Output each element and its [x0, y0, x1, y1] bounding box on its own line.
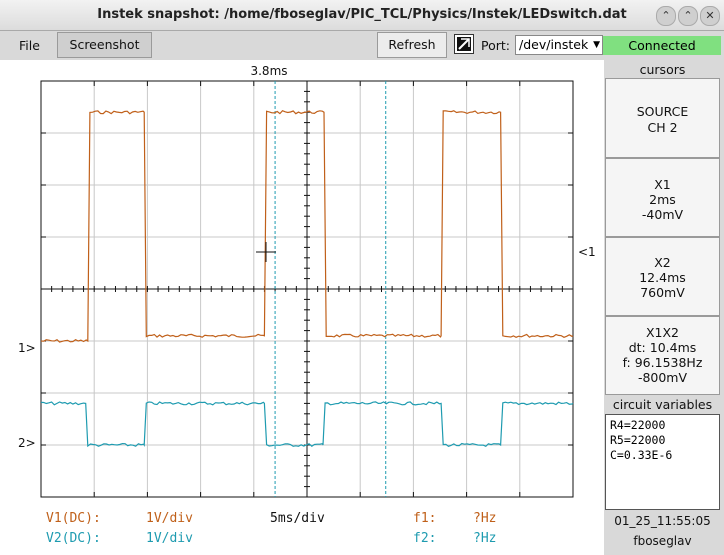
v1-label: V1(DC):: [46, 511, 101, 526]
trace-v2: [40, 401, 574, 448]
f2-value: ?Hz: [473, 531, 497, 546]
v1-scale: 1V/div: [146, 511, 193, 526]
source-panel[interactable]: SOURCE CH 2: [605, 78, 720, 158]
source-value: CH 2: [647, 120, 678, 135]
cursor-time-readout: 3.8ms: [250, 64, 287, 78]
x2-time: 12.4ms: [639, 270, 686, 285]
port-select[interactable]: /dev/instek ▼: [515, 35, 603, 55]
trigger-marker: <1: [578, 245, 596, 259]
ch1-marker: 1>: [18, 341, 36, 355]
window-title: Instek snapshot: /home/fboseglav/PIC_TCL…: [97, 7, 627, 22]
circuit-var-c: C=0.33E-6: [610, 448, 673, 462]
x1x2-panel[interactable]: X1X2 dt: 10.4ms f: 96.1538Hz -800mV: [605, 316, 720, 395]
refresh-button[interactable]: Refresh: [377, 32, 447, 58]
x1-time: 2ms: [649, 192, 676, 207]
cursors-header: cursors: [639, 62, 686, 77]
screenshot-button[interactable]: Screenshot: [57, 32, 152, 58]
x1-volt: -40mV: [641, 207, 684, 222]
menu-bar: File Screenshot Refresh Port: /dev/inste…: [0, 31, 724, 59]
frequency: f: 96.1538Hz: [622, 355, 703, 370]
timebase: 5ms/div: [270, 511, 325, 526]
trace-v1: [40, 109, 574, 343]
maximize-icon[interactable]: ⌃: [678, 6, 698, 26]
v2-scale: 1V/div: [146, 531, 193, 546]
circuit-variables-box[interactable]: R4=22000 R5=22000 C=0.33E-6: [605, 414, 720, 510]
port-value: /dev/instek: [519, 37, 589, 52]
v2-label: V2(DC):: [46, 531, 101, 546]
f2-label: f2:: [413, 531, 437, 546]
scope-display: 3.8ms 1> 2> <1: [0, 60, 604, 508]
timestamp: 01_25_11:55:05: [614, 514, 711, 528]
circuit-var-r4: R4=22000: [610, 418, 666, 432]
pin-icon[interactable]: [454, 34, 474, 54]
channel-readouts: V1(DC): 1V/div 5ms/div f1: ?Hz V2(DC): 1…: [0, 508, 604, 555]
cursor-lines: [274, 81, 387, 497]
user-name: fboseglav: [633, 534, 692, 548]
graticule: [40, 80, 574, 498]
f1-value: ?Hz: [473, 511, 497, 526]
port-label: Port:: [481, 38, 510, 53]
x2-panel[interactable]: X2 12.4ms 760mV: [605, 237, 720, 316]
traces: [40, 109, 574, 448]
x1x2-label: X1X2: [645, 325, 680, 340]
circuit-var-r5: R5=22000: [610, 433, 666, 447]
connection-status: Connected: [603, 36, 721, 55]
x2-label: X2: [654, 255, 671, 270]
delta-volt: -800mV: [637, 370, 688, 385]
scope-graph: 3.8ms 1> 2> <1: [18, 64, 596, 498]
delta-time: dt: 10.4ms: [628, 340, 697, 355]
x2-volt: 760mV: [640, 285, 685, 300]
x1-label: X1: [654, 177, 671, 192]
title-bar: Instek snapshot: /home/fboseglav/PIC_TCL…: [0, 0, 724, 31]
close-icon[interactable]: ✕: [700, 6, 720, 26]
f1-label: f1:: [413, 511, 437, 526]
source-label: SOURCE: [636, 104, 689, 119]
circuit-variables-header: circuit variables: [612, 397, 713, 412]
chevron-down-icon: ▼: [593, 40, 600, 50]
minimize-icon[interactable]: ⌃: [656, 6, 676, 26]
crosshair-icon: [256, 242, 276, 262]
ch2-marker: 2>: [18, 436, 36, 450]
menu-file[interactable]: File: [19, 38, 40, 53]
x1-panel[interactable]: X1 2ms -40mV: [605, 158, 720, 237]
